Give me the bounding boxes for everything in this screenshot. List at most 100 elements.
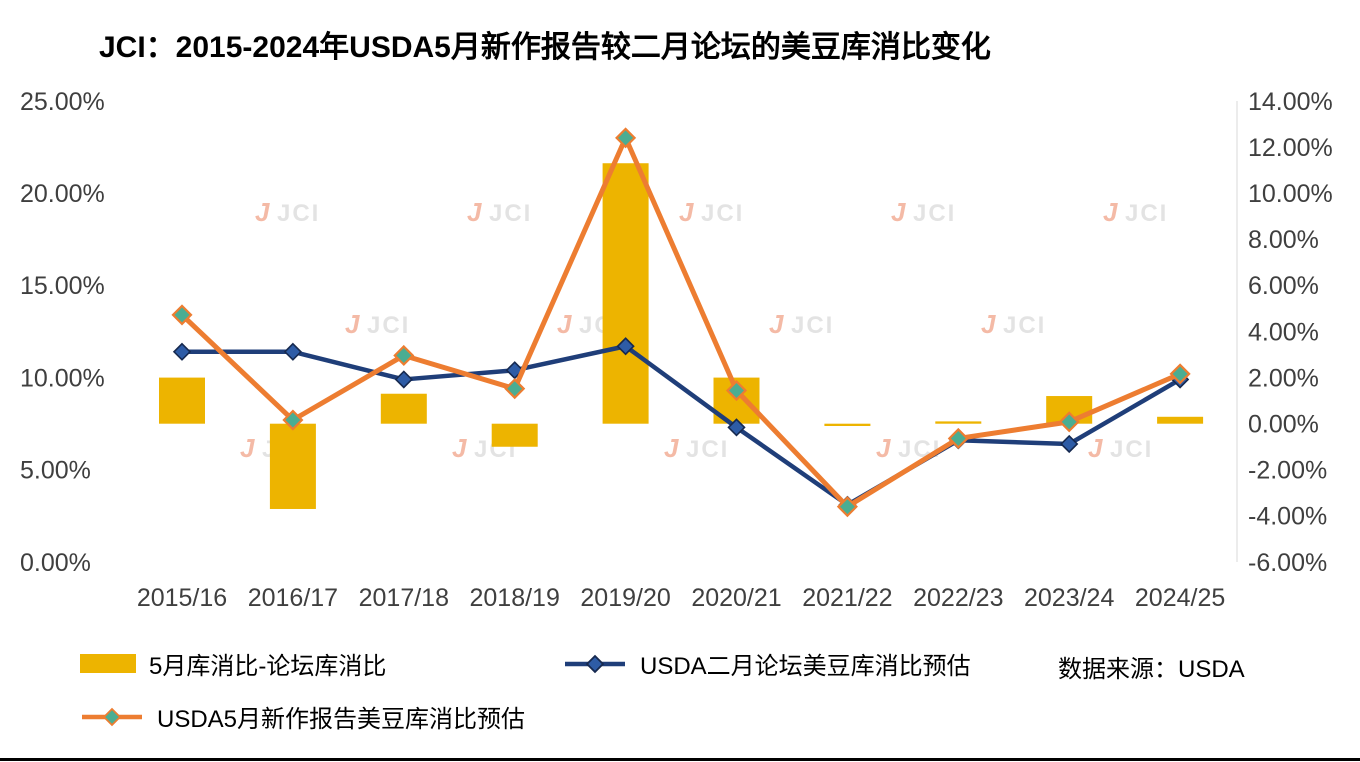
x-axis-tick-label: 2019/20: [580, 584, 670, 612]
x-axis-tick-label: 2022/23: [913, 584, 1003, 612]
bar-2021/22: [824, 423, 871, 427]
svg-text:J: J: [1103, 197, 1118, 227]
feb-forum-marker-2019/20: [616, 337, 635, 356]
legend-item-may-line: USDA5月新作报告美豆库消比预估: [80, 699, 525, 734]
left-axis-tick-label: 5.00%: [20, 457, 91, 485]
right-axis-tick-label: 10.00%: [1248, 180, 1333, 208]
may-report-marker-2015/16: [171, 304, 193, 326]
feb-forum-marker-2020/21: [727, 418, 746, 437]
bar-legend-swatch-icon: [80, 654, 136, 673]
svg-text:JCI: JCI: [686, 436, 729, 463]
x-axis-tick-label: 2015/16: [137, 584, 227, 612]
legend-item-feb-line: USDA二月论坛美豆库消比预估: [563, 646, 971, 681]
may-report-marker-2017/18: [393, 344, 415, 367]
svg-text:JCI: JCI: [489, 200, 532, 227]
may-report-marker-2020/21: [725, 379, 748, 402]
bar-2016/17: [269, 423, 316, 509]
right-axis-tick-label: -2.00%: [1248, 457, 1327, 485]
x-axis-tick-label: 2024/25: [1135, 584, 1225, 612]
right-axis-tick-label: 4.00%: [1248, 318, 1319, 346]
feb-forum-marker-2023/24: [1060, 434, 1079, 454]
svg-text:J: J: [876, 433, 891, 463]
svg-text:JCI: JCI: [1003, 312, 1046, 339]
svg-text:JCI: JCI: [1110, 436, 1153, 463]
svg-text:J: J: [664, 433, 679, 463]
svg-text:J: J: [557, 309, 572, 339]
x-axis-tick-label: 2016/17: [248, 584, 338, 612]
x-axis-tick-label: 2017/18: [359, 584, 449, 612]
may-report-marker-2019/20: [615, 127, 637, 149]
legend-item-bar-diff: 5月库消比-论坛库消比: [80, 646, 386, 681]
svg-text:JCI: JCI: [367, 312, 410, 339]
left-axis-tick-label: 20.00%: [20, 180, 105, 208]
bar-2024/25: [1157, 416, 1204, 424]
bar-2018/19: [491, 423, 538, 447]
right-axis-tick-label: 14.00%: [1248, 88, 1333, 116]
jci-watermark-icon: J JCI: [891, 197, 956, 227]
right-axis-tick-label: 2.00%: [1248, 364, 1319, 392]
data-source-note: 数据来源：USDA: [1058, 656, 1245, 683]
jci-watermark-icon: J JCI: [769, 309, 834, 339]
feb-forum-marker-2016/17: [283, 342, 303, 361]
jci-watermark-icon: J JCI: [467, 197, 532, 227]
jci-watermark-icon: J JCI: [255, 197, 320, 227]
right-axis-tick-label: 8.00%: [1248, 226, 1319, 254]
svg-text:J: J: [769, 309, 784, 339]
right-axis-tick-label: -6.00%: [1248, 549, 1327, 577]
svg-text:JCI: JCI: [1125, 200, 1168, 227]
may-report-line: [179, 135, 1183, 510]
feb-forum-line: [179, 344, 1183, 508]
right-axis-tick-label: 12.00%: [1248, 134, 1333, 162]
feb-forum-marker-2017/18: [394, 370, 413, 389]
svg-text:J: J: [452, 433, 467, 463]
right-axis-tick-label: -4.00%: [1248, 503, 1327, 531]
right-axis-tick-label: 6.00%: [1248, 272, 1319, 300]
jci-watermark-icon: J JCI: [981, 309, 1046, 339]
svg-text:J: J: [255, 197, 270, 227]
svg-text:JCI: JCI: [791, 312, 834, 339]
svg-text:J: J: [467, 197, 482, 227]
may-report-marker-2021/22: [836, 496, 858, 518]
left-axis-tick-label: 15.00%: [20, 272, 105, 300]
bar-2022/23: [935, 421, 982, 424]
feb-forum-marker-2015/16: [172, 342, 192, 361]
bottom-border: [0, 758, 1360, 761]
left-axis-tick-label: 0.00%: [20, 549, 91, 577]
feb-line-legend-swatch-icon: [565, 654, 625, 673]
x-axis-tick-label: 2023/24: [1024, 584, 1114, 612]
svg-text:J: J: [240, 433, 255, 463]
jci-watermark-icon: J JCI: [876, 433, 939, 463]
svg-text:JCI: JCI: [913, 200, 956, 227]
svg-text:J: J: [981, 309, 996, 339]
may-report-marker-2022/23: [947, 427, 969, 450]
may-report-marker-2024/25: [1169, 363, 1191, 385]
jci-watermark-icon: J JCI: [345, 309, 410, 339]
svg-text:JCI: JCI: [277, 200, 320, 227]
svg-text:J: J: [679, 197, 694, 227]
svg-text:J: J: [1088, 433, 1103, 463]
legend-label-feb-line: USDA二月论坛美豆库消比预估: [640, 653, 971, 680]
legend-label-may-line: USDA5月新作报告美豆库消比预估: [157, 706, 526, 733]
svg-text:J: J: [891, 197, 906, 227]
right-axis-tick-label: 0.00%: [1248, 410, 1319, 438]
left-axis-tick-label: 25.00%: [20, 88, 105, 116]
x-axis-tick-label: 2021/22: [802, 584, 892, 612]
jci-watermark-icon: J JCI: [1088, 433, 1153, 463]
jci-watermark-icon: J JCI: [679, 197, 744, 227]
bar-2015/16: [159, 377, 205, 424]
svg-text:J: J: [345, 309, 360, 339]
bar-2017/18: [380, 393, 427, 424]
x-axis-tick-label: 2018/19: [470, 584, 560, 612]
legend-label-bar-diff: 5月库消比-论坛库消比: [149, 653, 387, 680]
may-report-marker-2018/19: [504, 378, 526, 400]
jci-watermark-icon: J JCI: [664, 433, 729, 463]
chart-title: JCI：2015-2024年USDA5月新作报告较二月论坛的美豆库消比变化: [99, 31, 991, 64]
x-axis-tick-label: 2020/21: [691, 584, 781, 612]
svg-text:JCI: JCI: [701, 200, 744, 227]
may-report-marker-2023/24: [1058, 411, 1080, 433]
bar-2019/20: [602, 163, 649, 424]
may-report-marker-2016/17: [282, 409, 304, 431]
may-line-legend-swatch-icon: [82, 707, 142, 726]
